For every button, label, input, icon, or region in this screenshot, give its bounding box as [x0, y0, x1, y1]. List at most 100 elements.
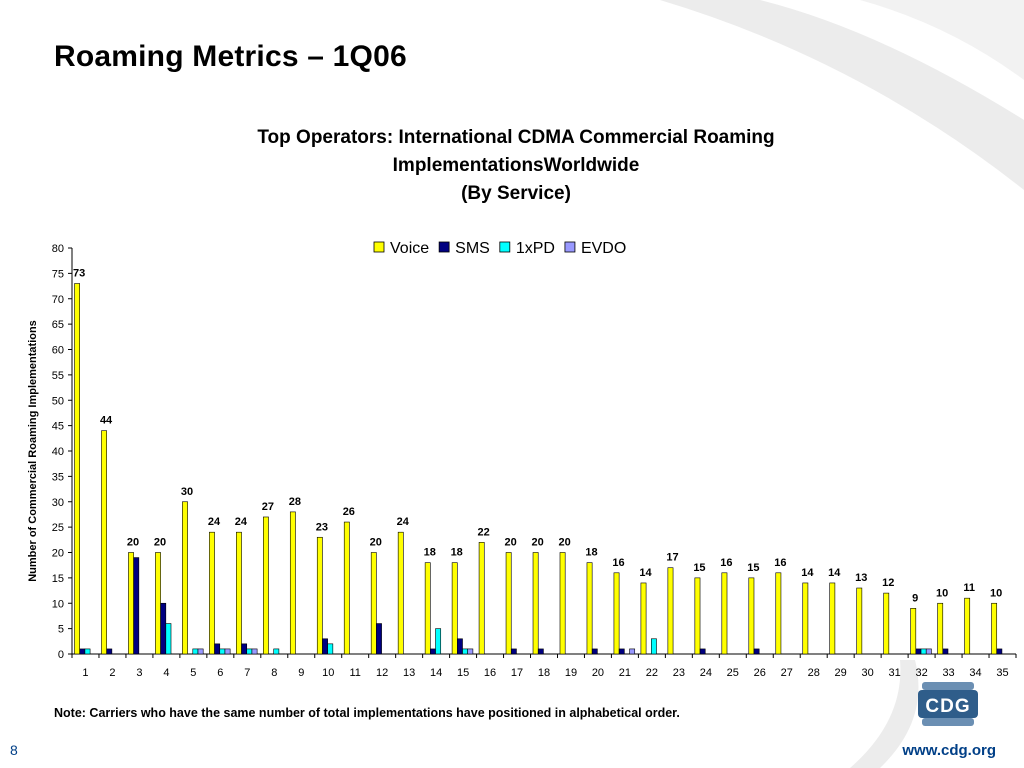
x-tick-label: 20 — [592, 667, 604, 679]
y-tick-label: 25 — [52, 522, 64, 534]
bar-voice — [991, 602, 998, 655]
x-tick-label: 21 — [619, 667, 631, 679]
data-label: 16 — [720, 557, 732, 569]
bar-sms — [241, 643, 248, 655]
y-axis-label: Number of Commercial Roaming Implementat… — [27, 320, 39, 582]
bar-1xpd — [84, 648, 91, 655]
x-tick-label: 9 — [298, 667, 304, 679]
legend-label-evdo: EVDO — [581, 240, 626, 257]
legend-swatch-1xpd — [499, 241, 511, 253]
bar-voice — [883, 592, 890, 655]
x-tick-label: 26 — [754, 667, 766, 679]
y-tick-label: 40 — [52, 446, 64, 458]
bar-1xpd — [165, 623, 172, 655]
data-label: 14 — [828, 567, 841, 579]
bar-voice — [424, 562, 431, 655]
data-label: 14 — [639, 567, 652, 579]
x-tick-label: 8 — [271, 667, 277, 679]
x-tick-label: 22 — [646, 667, 658, 679]
x-tick-label: 15 — [457, 667, 469, 679]
bar-voice — [802, 582, 809, 655]
x-tick-label: 10 — [322, 667, 334, 679]
bar-1xpd — [435, 628, 442, 655]
bar-sms — [133, 557, 140, 655]
data-label: 16 — [774, 557, 786, 569]
x-tick-label: 12 — [376, 667, 388, 679]
bar-voice — [478, 542, 485, 655]
data-label: 20 — [505, 537, 517, 549]
x-tick-label: 32 — [915, 667, 927, 679]
data-label: 18 — [585, 547, 597, 559]
bar-voice — [586, 562, 593, 655]
legend-swatch-evdo — [564, 241, 576, 253]
bar-voice — [209, 531, 215, 655]
bar-evdo — [629, 648, 636, 655]
footnote: Note: Carriers who have the same number … — [54, 706, 680, 720]
x-tick-label: 14 — [430, 667, 442, 679]
bar-sms — [753, 648, 760, 655]
y-tick-label: 20 — [52, 548, 64, 560]
bar-voice — [694, 577, 701, 655]
x-tick-label: 18 — [538, 667, 550, 679]
chart-title-line-1: Top Operators: International CDMA Commer… — [257, 127, 775, 148]
bar-sms — [591, 648, 598, 655]
bar-sms — [537, 648, 544, 655]
bar-voice — [910, 608, 917, 655]
y-tick-label: 65 — [52, 319, 64, 331]
bar-voice — [937, 602, 944, 655]
bar-voice — [667, 567, 674, 655]
bar-1xpd — [650, 638, 657, 655]
bar-voice — [155, 552, 161, 655]
y-tick-label: 60 — [52, 345, 64, 357]
x-tick-label: 27 — [781, 667, 793, 679]
bar-sms — [456, 638, 463, 655]
bar-sms — [79, 648, 86, 655]
x-tick-label: 25 — [727, 667, 739, 679]
data-label: 10 — [936, 587, 948, 599]
bar-voice — [640, 582, 647, 655]
y-tick-label: 55 — [52, 370, 64, 382]
data-label: 30 — [181, 486, 193, 498]
bar-sms — [510, 648, 517, 655]
website-link[interactable]: www.cdg.org — [902, 742, 996, 759]
bar-1xpd — [273, 648, 280, 655]
data-label: 18 — [424, 547, 436, 559]
chart-title-line-3: (By Service) — [461, 183, 571, 204]
bar-sms — [618, 648, 625, 655]
data-label: 20 — [154, 537, 166, 549]
data-label: 24 — [235, 516, 248, 528]
bar-voice — [370, 552, 377, 655]
bar-evdo — [224, 648, 231, 655]
x-tick-label: 19 — [565, 667, 577, 679]
legend-label-sms: SMS — [455, 240, 490, 257]
bar-sms — [915, 648, 922, 655]
bar-voice — [236, 531, 242, 655]
x-tick-label: 16 — [484, 667, 496, 679]
data-label: 20 — [127, 537, 139, 549]
y-tick-label: 0 — [58, 649, 64, 661]
logo-text: CDG — [925, 696, 971, 717]
bar-sms — [376, 623, 382, 655]
data-label: 27 — [262, 501, 274, 513]
data-label: 14 — [801, 567, 814, 579]
x-tick-label: 34 — [969, 667, 981, 679]
data-label: 20 — [531, 537, 543, 549]
data-label: 11 — [963, 582, 975, 594]
chart-title-line-2: ImplementationsWorldwide — [392, 155, 640, 176]
x-tick-label: 1 — [82, 667, 88, 679]
bar-evdo — [925, 648, 932, 655]
data-label: 26 — [343, 506, 355, 518]
legend-label-1xpd: 1xPD — [516, 240, 555, 257]
x-tick-label: 17 — [511, 667, 523, 679]
bar-voice — [856, 587, 863, 655]
bar-sms — [430, 648, 436, 655]
y-tick-label: 30 — [52, 497, 64, 509]
y-tick-label: 45 — [52, 421, 64, 433]
bar-voice — [316, 536, 323, 655]
bar-voice — [505, 552, 512, 655]
legend-swatch-sms — [438, 241, 450, 253]
bar-voice — [182, 501, 188, 655]
y-tick-label: 70 — [52, 294, 64, 306]
y-tick-label: 15 — [52, 573, 64, 585]
data-label: 15 — [693, 562, 705, 574]
